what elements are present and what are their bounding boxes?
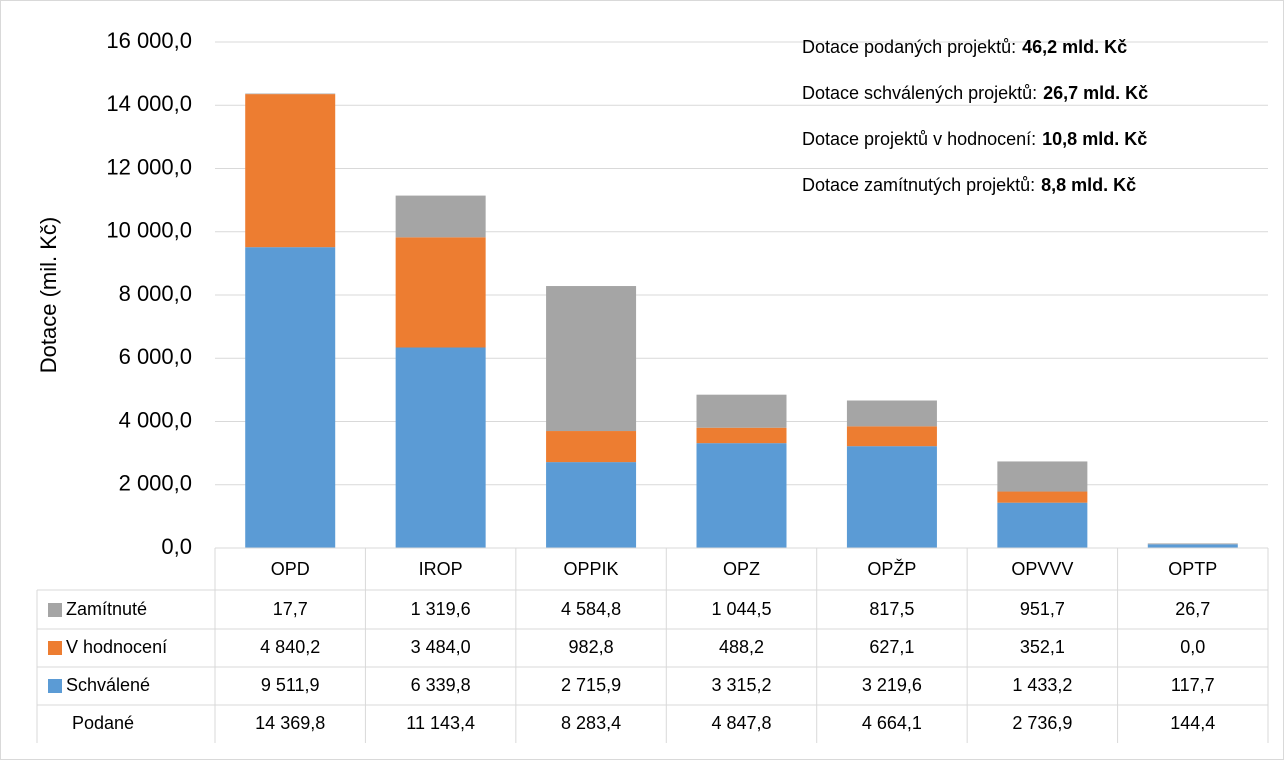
table-cell: 8 283,4 (561, 713, 621, 733)
y-tick-label: 14 000,0 (106, 91, 192, 116)
y-tick-label: 0,0 (161, 534, 192, 559)
annotation-text: Dotace zamítnutých projektů: (802, 175, 1035, 195)
table-cell: 11 143,4 (406, 713, 475, 733)
table-cell: 627,1 (869, 637, 914, 657)
table-cell: 951,7 (1020, 599, 1065, 619)
table-cell: 352,1 (1020, 637, 1065, 657)
y-tick-label: 4 000,0 (119, 407, 192, 432)
table-cell: 1 433,2 (1012, 675, 1072, 695)
table-cell: 488,2 (719, 637, 764, 657)
bar-segment (395, 347, 486, 548)
table-cell: 144,4 (1170, 713, 1215, 733)
table-cell: 3 484,0 (411, 637, 471, 657)
table-cell: 6 339,8 (411, 675, 471, 695)
bar-segment (696, 443, 787, 548)
x-tick-label: OPTP (1168, 559, 1217, 579)
annotation-value: 26,7 mld. Kč (1043, 83, 1148, 103)
annotation-text: Dotace schválených projektů: (802, 83, 1037, 103)
y-axis-label: Dotace (mil. Kč) (36, 217, 61, 373)
annotation-text: Dotace podaných projektů: (802, 37, 1016, 57)
annotation: Dotace schválených projektů: 26,7 mld. Kč (802, 83, 1148, 103)
y-tick-label: 8 000,0 (119, 281, 192, 306)
table-cell: 4 664,1 (862, 713, 922, 733)
bar-segment (395, 195, 486, 238)
table-cell: 4 840,2 (260, 637, 320, 657)
bar-segment (245, 93, 336, 95)
annotation-value: 8,8 mld. Kč (1041, 175, 1136, 195)
table-cell: 4 584,8 (561, 599, 621, 619)
annotation-value: 10,8 mld. Kč (1042, 129, 1147, 149)
bar-segment (546, 431, 637, 463)
legend-key (48, 679, 62, 693)
bar-segment (696, 427, 787, 444)
bar-segment (546, 462, 637, 548)
table-cell: 0,0 (1180, 637, 1205, 657)
y-tick-label: 2 000,0 (119, 471, 192, 496)
y-tick-label: 12 000,0 (106, 154, 192, 179)
x-tick-label: OPVVV (1011, 559, 1073, 579)
table-row-label: Podané (72, 713, 134, 733)
bar-segment (997, 491, 1088, 503)
bar-segment (997, 502, 1088, 548)
annotation: Dotace zamítnutých projektů: 8,8 mld. Kč (802, 175, 1136, 195)
legend-label: Zamítnuté (66, 599, 147, 619)
table-cell: 117,7 (1171, 675, 1215, 695)
bar-segment (846, 426, 937, 447)
annotation: Dotace podaných projektů: 46,2 mld. Kč (802, 37, 1127, 57)
table-cell: 982,8 (569, 637, 614, 657)
y-tick-label: 6 000,0 (119, 344, 192, 369)
table-cell: 26,7 (1175, 599, 1210, 619)
x-tick-label: OPD (271, 559, 310, 579)
x-tick-label: OPŽP (867, 559, 916, 579)
table-cell: 17,7 (273, 599, 308, 619)
bar-segment (846, 400, 937, 427)
annotation: Dotace projektů v hodnocení: 10,8 mld. Kč (802, 129, 1147, 149)
table-cell: 14 369,8 (255, 713, 325, 733)
bar-segment (546, 286, 637, 432)
bar-segment (846, 446, 937, 548)
table-cell: 1 044,5 (711, 599, 771, 619)
table-cell: 2 715,9 (561, 675, 621, 695)
y-tick-label: 10 000,0 (106, 218, 192, 243)
x-tick-label: IROP (419, 559, 463, 579)
legend-key (48, 641, 62, 655)
table-cell: 2 736,9 (1012, 713, 1072, 733)
legend-key (48, 603, 62, 617)
legend-label: Schválené (66, 675, 150, 695)
bar-segment (1147, 544, 1238, 548)
annotation-value: 46,2 mld. Kč (1022, 37, 1127, 57)
table-cell: 1 319,6 (411, 599, 471, 619)
table-cell: 817,5 (869, 599, 914, 619)
bar-segment (245, 94, 336, 248)
x-tick-label: OPZ (723, 559, 760, 579)
bar-segment (395, 237, 486, 348)
annotation-text: Dotace projektů v hodnocení: (802, 129, 1036, 149)
table-cell: 4 847,8 (711, 713, 771, 733)
table-cell: 3 315,2 (711, 675, 771, 695)
bar-segment (997, 461, 1088, 492)
bar-segment (696, 394, 787, 428)
table-cell: 9 511,9 (261, 675, 320, 695)
bar-segment (245, 247, 336, 548)
bar-segment (1147, 543, 1238, 545)
table-cell: 3 219,6 (862, 675, 922, 695)
legend-label: V hodnocení (66, 637, 167, 657)
y-tick-label: 16 000,0 (106, 28, 192, 53)
x-tick-label: OPPIK (564, 559, 619, 579)
